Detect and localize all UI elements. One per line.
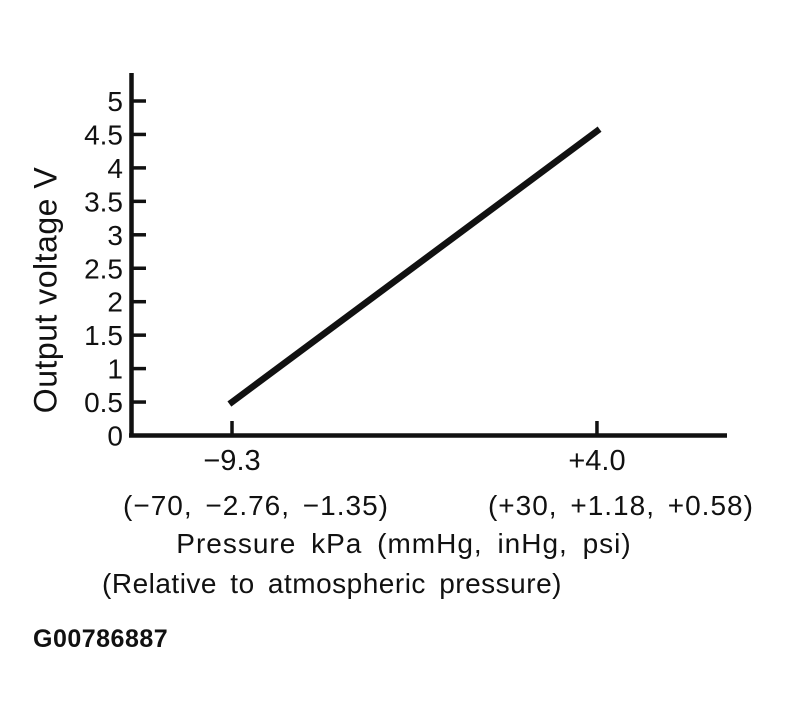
- y-tick-label: 4.5: [84, 119, 123, 150]
- x-tick-alt-units: (+30, +1.18, +0.58): [488, 490, 754, 521]
- y-tick-label: 3: [107, 220, 123, 251]
- x-axis-subtitle: (Relative to atmospheric pressure): [102, 568, 562, 599]
- y-tick-label: 5: [107, 86, 123, 117]
- x-tick-label: −9.3: [203, 445, 260, 477]
- y-tick-label: 3.5: [84, 186, 123, 217]
- y-tick-label: 2: [107, 287, 123, 318]
- y-tick-label: 0: [107, 421, 123, 452]
- x-tick-label: +4.0: [568, 445, 625, 477]
- y-axis-title: Output voltage V: [27, 166, 64, 414]
- y-tick-label: 0.5: [84, 387, 123, 418]
- y-tick-label: 1: [107, 354, 123, 385]
- y-tick-label: 1.5: [84, 320, 123, 351]
- y-tick-label: 4: [107, 153, 123, 184]
- x-axis-title: Pressure kPa (mmHg, inHg, psi): [176, 528, 632, 559]
- y-tick-label: 2.5: [84, 253, 123, 284]
- figure-code: G00786887: [33, 625, 169, 653]
- x-tick-alt-units: (−70, −2.76, −1.35): [123, 490, 389, 521]
- sensor-output-line: [227, 126, 602, 407]
